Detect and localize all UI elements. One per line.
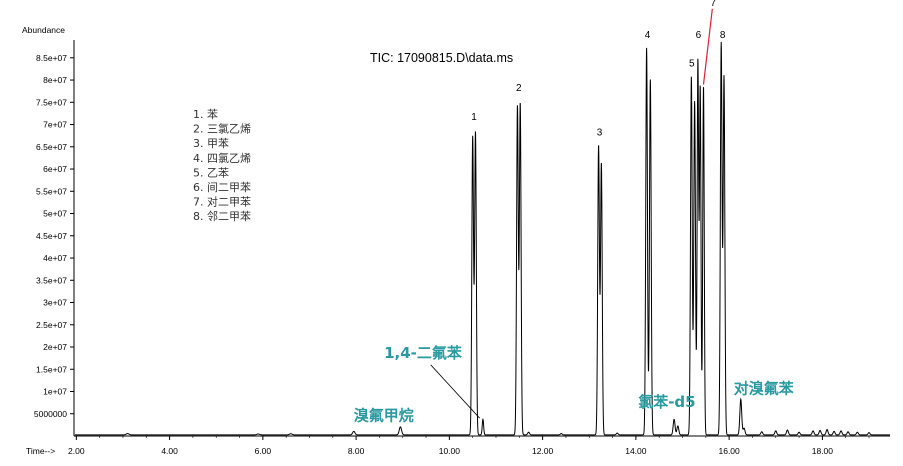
legend-item: 2. 三氯乙烯 bbox=[193, 122, 251, 136]
y-tick-label: 6.5e+07 bbox=[36, 142, 67, 152]
y-axis-ticks: 5000000 1e+07 1.5e+07 2e+07 2.5e+07 3e+07 3.5e… bbox=[34, 53, 74, 419]
y-tick-label: 3.5e+07 bbox=[36, 275, 67, 285]
peak-7-pointer-line bbox=[702, 8, 713, 85]
y-tick-label: 5.5e+07 bbox=[36, 186, 67, 196]
y-tick-label: 8e+07 bbox=[43, 75, 67, 85]
legend-item: 5. 乙苯 bbox=[193, 165, 229, 179]
annotation-label: 1,4-二氟苯 bbox=[384, 344, 463, 362]
annotation-label: 溴氟甲烷 bbox=[354, 406, 414, 424]
y-tick-label: 1.5e+07 bbox=[36, 364, 67, 374]
peak-label-6: 6 bbox=[696, 30, 702, 41]
x-axis-ticks: 2.00 4.00 6.00 8.00 10.00 12.00 14.00 16.00 18.0… bbox=[68, 436, 870, 456]
x-tick-label: 2.00 bbox=[68, 446, 85, 456]
x-tick-label: 18.00 bbox=[812, 446, 834, 456]
peak-label-1: 1 bbox=[471, 112, 477, 123]
y-tick-label: 3e+07 bbox=[43, 298, 67, 308]
y-tick-label: 5000000 bbox=[34, 409, 67, 419]
peak-label-4: 4 bbox=[645, 30, 651, 41]
x-tick-label: 8.00 bbox=[348, 446, 365, 456]
legend-item: 3. 甲苯 bbox=[193, 136, 229, 150]
axes bbox=[73, 40, 890, 437]
y-axis-title: Abundance bbox=[22, 25, 65, 35]
y-tick-label: 2.5e+07 bbox=[36, 320, 67, 330]
y-tick-label: 7.5e+07 bbox=[36, 97, 67, 107]
x-axis-title: Time--> bbox=[26, 446, 55, 456]
y-tick-label: 7e+07 bbox=[43, 120, 67, 130]
peak-label-5: 5 bbox=[689, 59, 695, 70]
peak-label-7: 7 bbox=[710, 0, 716, 9]
annotation-pointer-line bbox=[430, 364, 480, 419]
y-tick-label: 8.5e+07 bbox=[36, 53, 67, 63]
legend-item: 6. 间二甲苯 bbox=[193, 180, 251, 194]
x-tick-label: 12.00 bbox=[532, 446, 554, 456]
legend-item: 1. 苯 bbox=[193, 107, 218, 121]
legend-item: 7. 对二甲苯 bbox=[193, 195, 251, 209]
x-tick-label: 6.00 bbox=[255, 446, 272, 456]
y-tick-label: 4e+07 bbox=[43, 253, 67, 263]
x-tick-label: 4.00 bbox=[161, 446, 178, 456]
y-tick-label: 4.5e+07 bbox=[36, 231, 67, 241]
chart-title: TIC: 17090815.D\data.ms bbox=[370, 51, 513, 65]
legend-item: 4. 四氯乙烯 bbox=[193, 151, 251, 165]
peak-label-8: 8 bbox=[720, 30, 726, 41]
peak-label-3: 3 bbox=[597, 128, 603, 139]
x-tick-label: 10.00 bbox=[439, 446, 461, 456]
legend-item: 8. 邻二甲苯 bbox=[193, 209, 251, 223]
y-tick-label: 6e+07 bbox=[43, 164, 67, 174]
tic-trace bbox=[74, 41, 890, 436]
annotation-label: 对溴氟苯 bbox=[734, 380, 795, 398]
peak-labels: 1 2 3 4 5 6 8 7 bbox=[471, 0, 726, 139]
peak-label-2: 2 bbox=[516, 83, 522, 94]
x-tick-label: 16.00 bbox=[718, 446, 740, 456]
y-tick-label: 5e+07 bbox=[43, 209, 67, 219]
y-tick-label: 2e+07 bbox=[43, 342, 67, 352]
y-tick-label: 1e+07 bbox=[43, 387, 67, 397]
annotation-label: 氯苯-d5 bbox=[638, 393, 695, 411]
x-tick-label: 14.00 bbox=[625, 446, 647, 456]
